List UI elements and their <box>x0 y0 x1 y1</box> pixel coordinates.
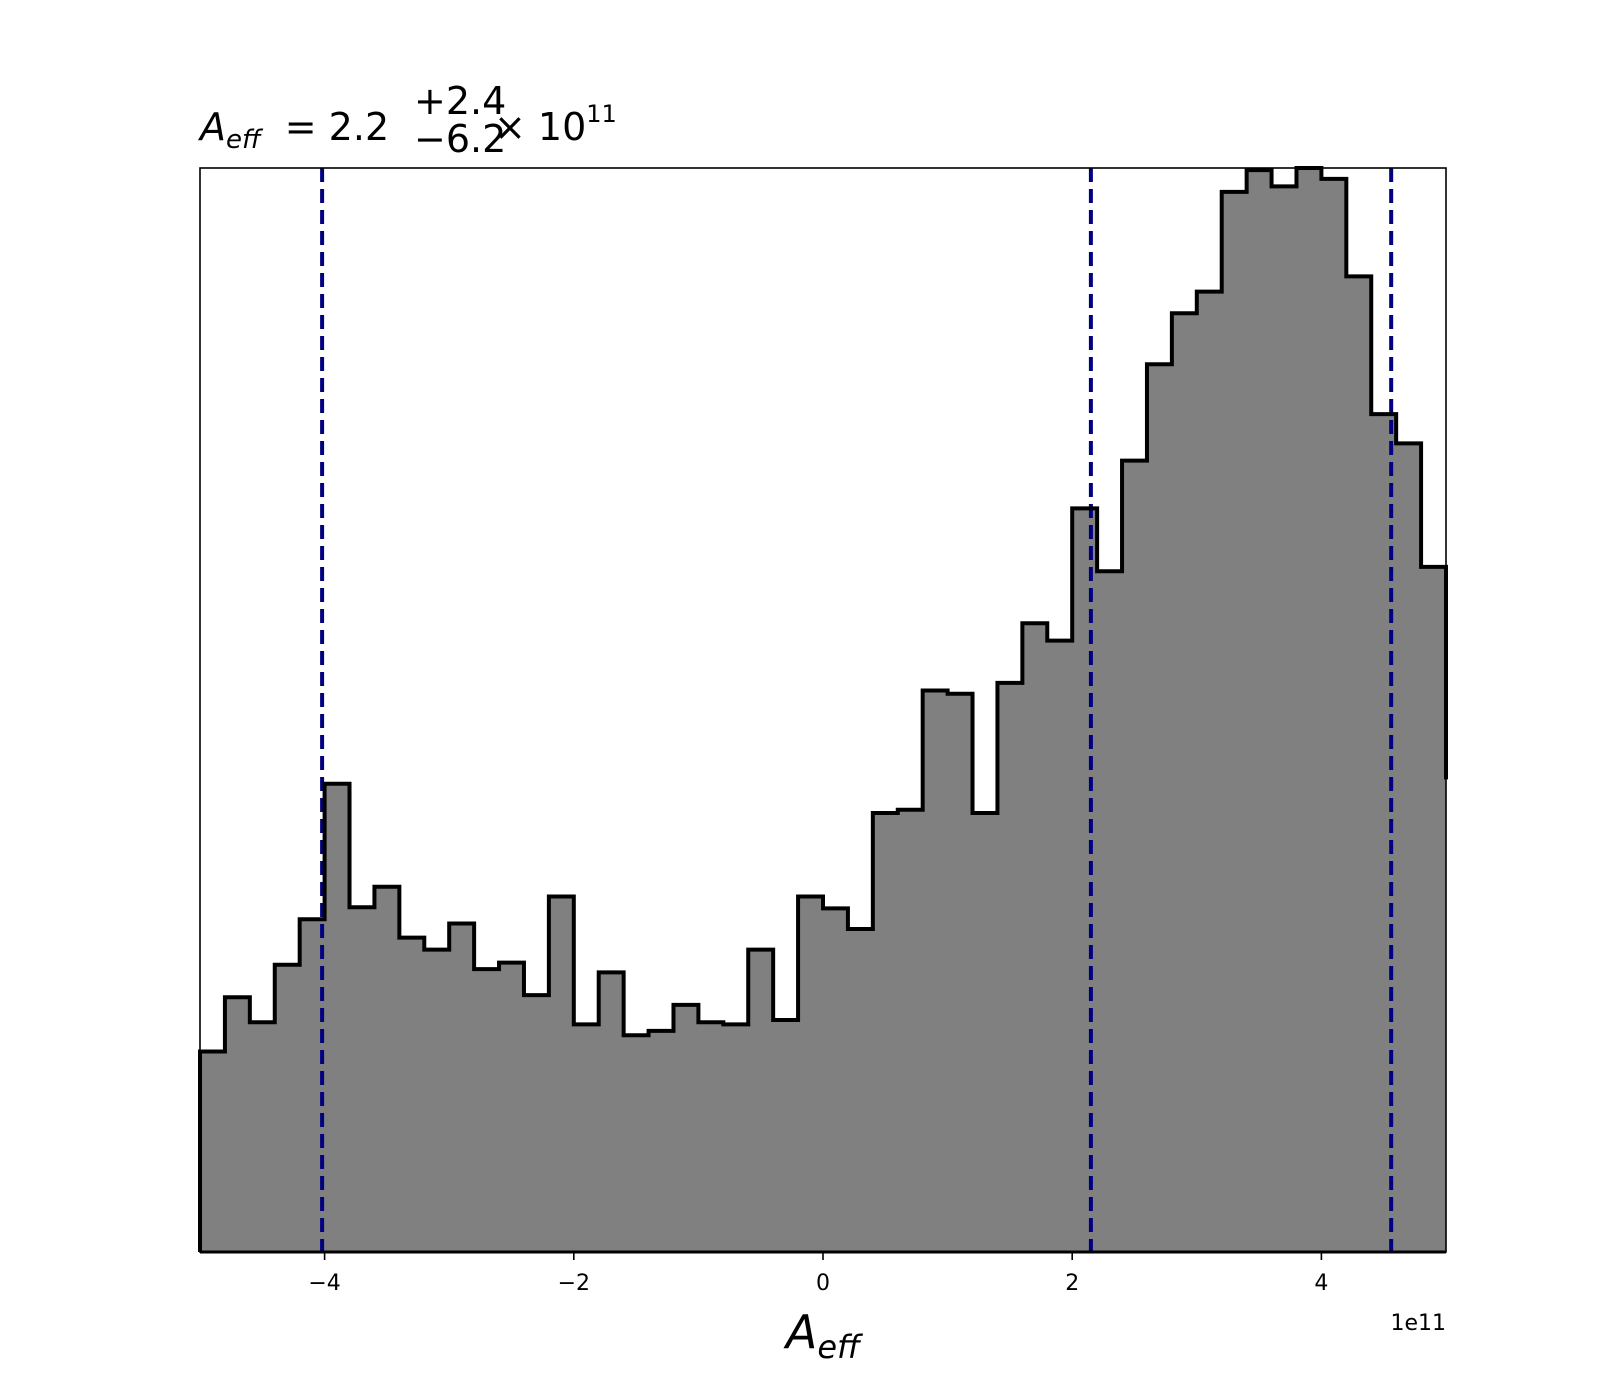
xlabel-symbol: A <box>783 1305 817 1359</box>
credible-interval-lines <box>320 168 1394 1252</box>
x-tick-label: 4 <box>1314 1271 1328 1296</box>
histogram-outline <box>198 166 1448 1252</box>
svg-text:× 1011: × 1011 <box>494 100 617 149</box>
svg-text:Aeff= 2.2: Aeff = 2.2 <box>197 105 389 155</box>
chart-title: Aeff = 2.2 +2.4 −6.2 × 1011 <box>197 79 617 161</box>
x-tick-label: −4 <box>308 1271 340 1296</box>
histogram-bars <box>200 168 1446 1252</box>
title-symbol: A <box>197 105 226 149</box>
x-offset-label: 1e11 <box>1390 1311 1446 1336</box>
title-equals: = 2.2 <box>285 105 389 149</box>
title-exponent: 11 <box>586 100 617 128</box>
x-axis-label: Aeff <box>783 1305 864 1366</box>
plot-area <box>198 166 1448 1254</box>
x-tick-label: 2 <box>1065 1271 1079 1296</box>
title-times: × 10 <box>494 105 586 149</box>
x-axis-ticks: −4 −2 0 2 4 <box>308 1252 1328 1296</box>
title-upper: +2.4 <box>414 79 506 123</box>
x-tick-label: 0 <box>816 1271 830 1296</box>
title-subscript: eff <box>226 125 264 155</box>
title-lower: −6.2 <box>414 117 506 161</box>
x-tick-label: −2 <box>558 1271 590 1296</box>
xlabel-subscript: eff <box>817 1328 864 1366</box>
